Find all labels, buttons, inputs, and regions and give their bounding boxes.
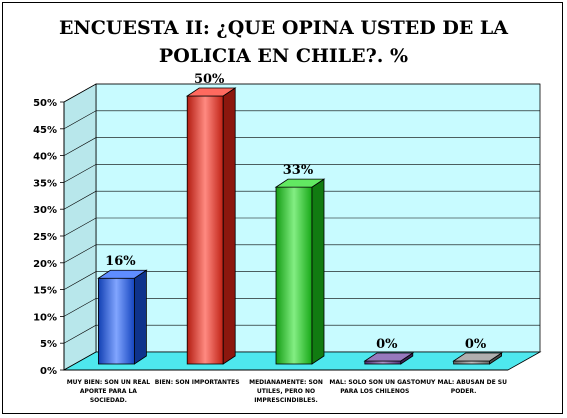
category-label-4: MAL: SOLO SON UN GASTO PARA LOS CHILENOS	[329, 379, 421, 395]
bar-5	[453, 360, 491, 365]
value-label-5: 0%	[465, 337, 487, 352]
y-tick-label: 5%	[40, 339, 57, 350]
bar-2	[186, 95, 224, 365]
value-label-4: 0%	[376, 337, 398, 352]
bar-3	[275, 186, 313, 365]
bar-5-top	[452, 352, 503, 362]
y-tick-label: 0%	[40, 366, 57, 377]
bar-1	[98, 277, 135, 365]
gridline	[63, 271, 540, 290]
gridline	[63, 324, 540, 344]
bar-1-side	[133, 269, 147, 365]
value-label-3: 33%	[283, 163, 314, 178]
gridline	[63, 137, 540, 156]
y-tick-label: 50%	[33, 98, 57, 109]
gridline	[63, 110, 540, 130]
gridline	[63, 190, 540, 210]
value-label-2: 50%	[194, 72, 225, 87]
bar-2-side	[222, 87, 236, 365]
y-tick-label: 25%	[33, 232, 57, 243]
chart-title: ENCUESTA II: ¿QUE OPINA USTED DE LA POLI…	[0, 14, 567, 70]
bar-4	[364, 360, 402, 365]
y-tick-label: 20%	[33, 259, 57, 270]
chart-title-line-1: ENCUESTA II: ¿QUE OPINA USTED DE LA	[58, 17, 509, 39]
category-label-1: MUY BIEN: SON UN REAL APORTE PARA LA SOC…	[66, 379, 151, 404]
y-tick-label: 40%	[33, 152, 57, 163]
gridline	[63, 298, 540, 317]
bar-3-side	[311, 178, 325, 365]
y-tick-label: 10%	[33, 312, 57, 323]
y-tick-label: 45%	[33, 125, 57, 136]
bar-1-top	[97, 269, 148, 279]
bar-4-top	[363, 352, 415, 362]
gridline	[63, 244, 540, 264]
bar-2-top	[185, 87, 237, 97]
y-tick-label: 15%	[33, 286, 57, 297]
y-tick-label: 35%	[33, 178, 57, 189]
gridline	[63, 217, 540, 237]
category-label-2: BIEN: SON IMPORTANTES	[154, 379, 240, 386]
gridline	[63, 83, 540, 103]
bar-3-top	[274, 178, 326, 188]
value-label-1: 16%	[105, 254, 136, 269]
category-label-3: MEDIANAMENTE: SON UTILES, PERO NO IMPRES…	[249, 379, 323, 404]
gridline	[63, 164, 540, 183]
category-label-5: MUY MAL: ABUSAN DE SU PODER.	[420, 379, 507, 395]
y-tick-label: 30%	[33, 205, 57, 216]
chart-title-line-2: POLICIA EN CHILE?. %	[158, 45, 409, 67]
